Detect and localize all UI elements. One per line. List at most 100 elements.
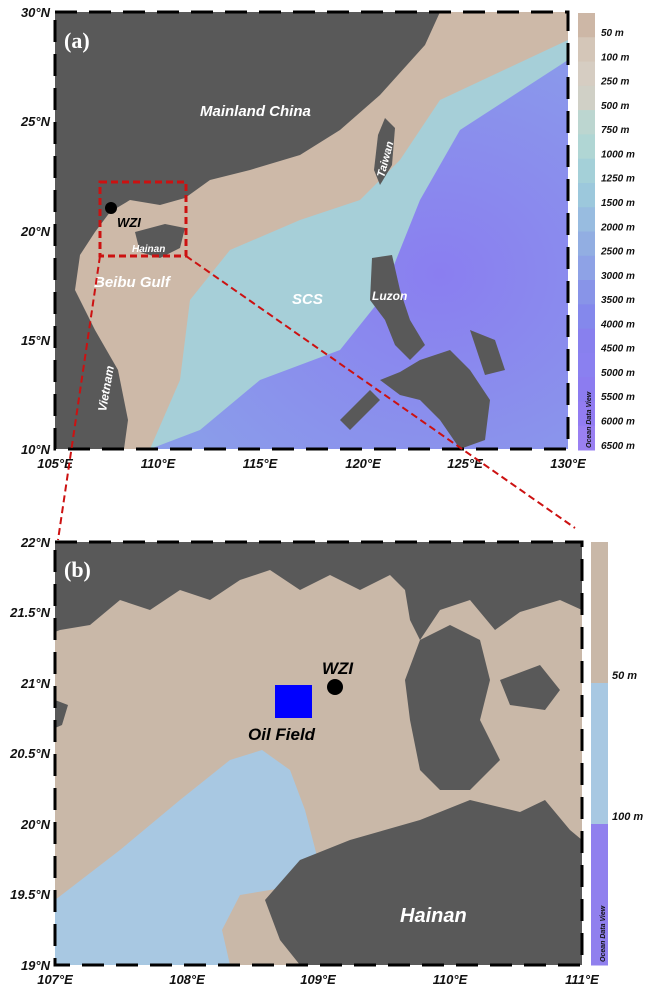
land-leizhou — [405, 625, 500, 790]
land-hainan — [135, 224, 185, 258]
colorbar-b-swatch — [591, 542, 608, 684]
credit-a: Ocean Data View — [586, 391, 593, 448]
svg-text:21.5°N: 21.5°N — [9, 605, 51, 620]
colorbar-a-level: 6000 m — [601, 417, 635, 428]
zoom-connector-left — [57, 255, 101, 541]
svg-text:21°N: 21°N — [20, 676, 51, 691]
svg-text:120°E: 120°E — [345, 456, 381, 471]
map-b — [55, 542, 582, 965]
zoom-connector-right — [185, 255, 576, 529]
colorbar-a-swatch — [578, 280, 595, 305]
colorbar-b: 50 m 100 m — [591, 542, 643, 966]
colorbar-a-swatch — [578, 85, 595, 111]
land-mainland — [55, 12, 440, 449]
svg-text:107°E: 107°E — [37, 972, 73, 987]
map-a-frame — [53, 10, 570, 451]
colorbar-a-level: 5000 m — [601, 368, 635, 379]
lat-ticks-a: 30°N 25°N 20°N 15°N 10°N — [20, 5, 51, 457]
colorbar-a-level: 6500 m — [601, 441, 635, 452]
land-philippines — [340, 330, 505, 449]
colorbar-a-level: 1000 m — [601, 149, 635, 160]
credit-b: Ocean Data View — [600, 905, 607, 962]
svg-text:105°E: 105°E — [37, 456, 73, 471]
svg-text:20.5°N: 20.5°N — [9, 746, 51, 761]
svg-text:125°E: 125°E — [447, 456, 483, 471]
land-luzon — [370, 255, 425, 360]
land-north — [55, 542, 582, 640]
svg-text:10°N: 10°N — [21, 442, 51, 457]
shelf — [55, 12, 568, 449]
depth-50-100 — [55, 750, 582, 965]
svg-text:115°E: 115°E — [243, 456, 278, 471]
svg-text:20°N: 20°N — [20, 224, 51, 239]
land-hainan — [265, 800, 582, 965]
panel-a-label: (a) — [64, 28, 90, 53]
wzi-marker — [105, 202, 117, 214]
oil-field-marker — [275, 685, 312, 718]
colorbar-a-level: 4000 m — [600, 319, 635, 330]
colorbar-a-level: 4500 m — [600, 344, 635, 355]
colorbar-a-level: 3000 m — [601, 271, 635, 282]
svg-text:30°N: 30°N — [21, 5, 51, 20]
colorbar-a-level: 2000 m — [600, 222, 635, 233]
label-hainan-b: Hainan — [400, 905, 467, 927]
label-scs: SCS — [292, 291, 323, 308]
colorbar-a-swatch — [578, 401, 595, 427]
colorbar-a-level: 1500 m — [601, 198, 635, 209]
svg-text:108°E: 108°E — [169, 972, 205, 987]
colorbar-a-swatch — [578, 328, 595, 354]
panel-b-label: (b) — [64, 557, 91, 582]
label-wzi-b: WZI — [322, 659, 354, 678]
colorbar-a-level: 2500 m — [600, 247, 635, 258]
colorbar-a-swatch — [578, 304, 595, 330]
colorbar-a-level: 100 m — [601, 52, 629, 63]
label-luzon: Luzon — [372, 289, 407, 303]
map-a — [55, 12, 568, 449]
colorbar-a-swatch — [578, 158, 595, 184]
label-oil-field: Oil Field — [248, 725, 316, 744]
lon-ticks-b: 107°E 108°E 109°E 110°E 111°E — [37, 972, 599, 987]
svg-text:19.5°N: 19.5°N — [10, 887, 51, 902]
svg-text:19°N: 19°N — [21, 958, 51, 973]
lon-ticks-a: 105°E 110°E 115°E 120°E 125°E 130°E — [37, 456, 586, 471]
label-mainland-china: Mainland China — [200, 103, 311, 120]
colorbar-a-swatch — [578, 13, 595, 38]
colorbar-a-swatch — [578, 377, 595, 402]
colorbar-b-swatch — [591, 824, 608, 966]
colorbar-a-swatch — [578, 110, 595, 135]
svg-text:109°E: 109°E — [300, 972, 336, 987]
colorbar-b-level: 50 m — [612, 670, 637, 682]
colorbar-a-level: 50 m — [601, 28, 624, 39]
colorbar-a-level: 1250 m — [601, 174, 635, 185]
colorbar-a: 50 m 100 m 250 m 500 m 750 m 1000 m 1250 m 1500… — [578, 13, 635, 452]
label-hainan: Hainan — [132, 244, 165, 255]
colorbar-a-swatch — [578, 182, 595, 208]
colorbar-b-level: 100 m — [612, 811, 643, 823]
svg-text:15°N: 15°N — [21, 333, 51, 348]
lat-ticks-b: 22°N 21.5°N 21°N 20.5°N 20°N 19.5°N 19°N — [9, 535, 51, 973]
svg-text:110°E: 110°E — [141, 456, 176, 471]
svg-text:20°N: 20°N — [20, 817, 51, 832]
svg-text:22°N: 22°N — [20, 535, 51, 550]
colorbar-a-level: 500 m — [601, 101, 629, 112]
svg-text:130°E: 130°E — [550, 456, 586, 471]
colorbar-a-swatch — [578, 231, 595, 257]
colorbar-b-swatch — [591, 683, 608, 825]
colorbar-a-level: 5500 m — [601, 392, 635, 403]
land-taiwan — [374, 118, 395, 185]
colorbar-a-level: 750 m — [601, 125, 629, 136]
colorbar-a-level: 250 m — [600, 77, 629, 88]
colorbar-a-swatch — [578, 255, 595, 281]
colorbar-a-swatch — [578, 425, 595, 451]
label-beibu-gulf: Beibu Gulf — [94, 274, 172, 291]
svg-text:25°N: 25°N — [20, 114, 51, 129]
svg-text:111°E: 111°E — [565, 972, 599, 987]
svg-text:110°E: 110°E — [433, 972, 468, 987]
colorbar-a-swatch — [578, 352, 595, 378]
colorbar-a-swatch — [578, 37, 595, 63]
wzi-marker-b — [327, 679, 343, 695]
zoom-box — [98, 180, 188, 258]
colorbar-a-swatch — [578, 207, 595, 232]
colorbar-a-level: 3500 m — [601, 295, 635, 306]
